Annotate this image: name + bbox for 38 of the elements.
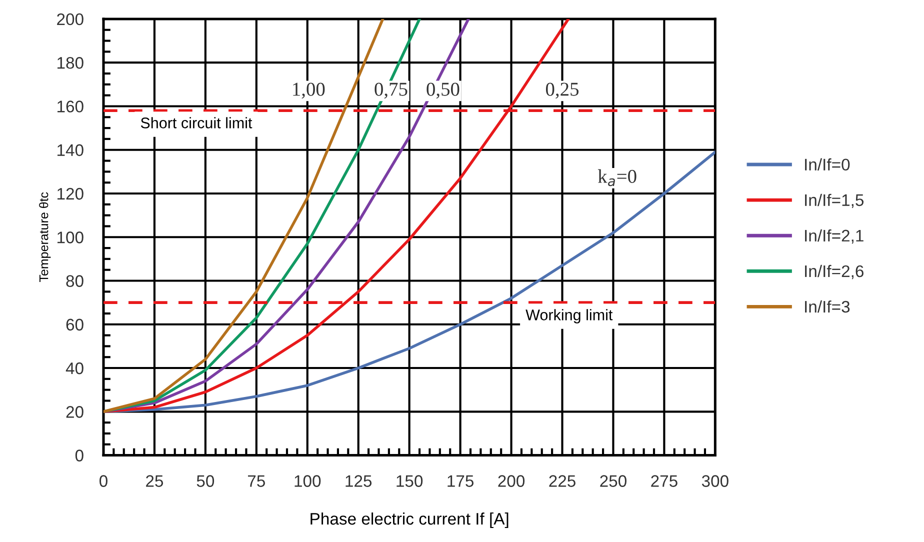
x-tick-label: 150: [396, 475, 423, 487]
y-tick-label: 180: [58, 57, 84, 69]
y-tick-label: 160: [58, 100, 84, 112]
y-tick-label: 20: [66, 406, 84, 418]
x-tick-label: 25: [146, 475, 164, 487]
legend-label: In/If=2,6: [805, 264, 864, 280]
legend-label: In/If=3: [805, 300, 850, 313]
y-tick-label: 120: [58, 188, 84, 200]
ref-line-label: Working limit: [526, 309, 613, 324]
x-tick-label: 275: [651, 475, 678, 487]
annotation: 0,75: [374, 82, 408, 99]
x-tick-label: 175: [448, 475, 474, 487]
y-axis-title: Temperature θtc: [39, 192, 51, 282]
annotation: 1,00: [293, 82, 325, 99]
x-tick-label: 225: [549, 475, 576, 487]
x-tick-label: 300: [702, 475, 728, 487]
y-tick-label: 40: [66, 362, 84, 374]
y-tick-label: 80: [66, 275, 84, 287]
y-tick-label: 100: [58, 232, 84, 244]
x-axis-title: Phase electric current If [A]: [310, 512, 508, 528]
x-tick-label: 200: [498, 475, 525, 487]
annotation: 0,25: [546, 82, 579, 99]
x-tick-label: 250: [600, 475, 626, 487]
x-tick-label: 75: [248, 475, 265, 487]
annotation: 0,50: [426, 82, 460, 99]
x-tick-label: 125: [346, 475, 372, 487]
y-tick-label: 0: [75, 450, 84, 462]
x-tick-label: 100: [294, 475, 321, 487]
legend-label: In/If=2,1: [805, 229, 864, 244]
x-tick-label: 50: [196, 475, 214, 487]
y-tick-label: 140: [58, 144, 84, 156]
y-tick-label: 60: [66, 318, 84, 331]
y-tick-label: 200: [57, 13, 84, 26]
x-tick-label: 0: [100, 475, 108, 487]
ref-line-label: Short circuit limit: [140, 117, 252, 128]
legend-label: In/If=0: [805, 158, 850, 171]
annotation: k$_{a}$=0: [598, 169, 636, 186]
legend-label: In/If=1,5: [805, 194, 864, 208]
